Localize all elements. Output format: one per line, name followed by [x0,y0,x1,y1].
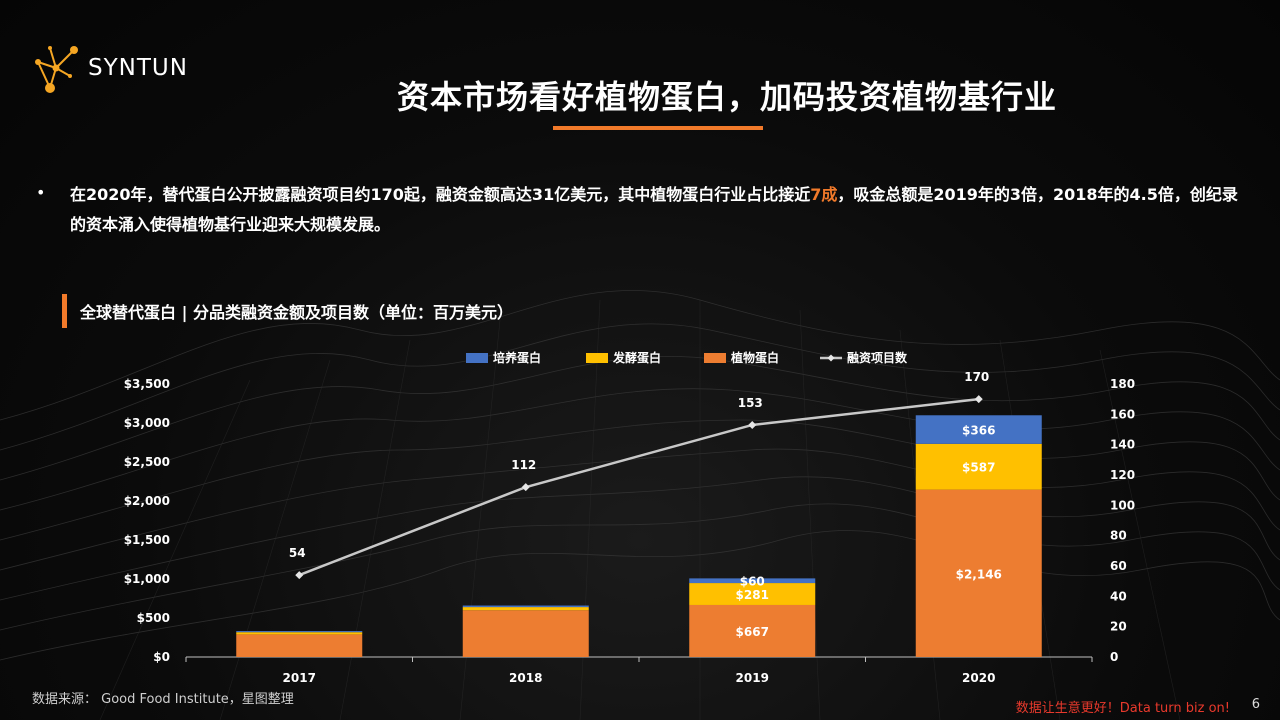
y-left-tick-label: $500 [137,611,170,625]
bar-data-label: $366 [962,424,995,438]
y-left-tick-label: $1,500 [124,533,170,547]
bar-segment [689,604,816,657]
line-data-label: 112 [511,458,536,472]
y-left-tick-label: $2,500 [124,455,170,469]
y-right-tick-label: 180 [1110,377,1135,391]
chart-subtitle: 全球替代蛋白 | 分品类融资金额及项目数（单位：百万美元） [80,303,513,322]
bar-segment [236,631,363,633]
bullet-text-after: ，吸金总额是2019年的3倍，2018年的4.5倍，创纪录的资本涌入使得植物基行… [70,185,1238,234]
bar-segment [689,583,816,605]
y-right-tick-label: 160 [1110,407,1135,421]
line-series [298,397,979,577]
bar-segment [915,443,1042,490]
x-tick-label: 2019 [736,671,769,685]
subtitle-accent-bar [62,294,67,328]
network-logo-icon [35,46,78,93]
legend-label: 融资项目数 [847,350,908,365]
y-left-tick-label: $2,000 [124,494,170,508]
slogan: 数据让生意更好！Data turn biz on! [1015,701,1230,716]
line-point [521,483,530,492]
x-tick-label: 2018 [509,671,542,685]
page-number: 6 [1251,697,1260,712]
summary-bullet: 在2020年，替代蛋白公开披露融资项目约170起，融资金额高达31亿美元，其中植… [70,180,1240,240]
y-right-tick-label: 140 [1110,438,1135,452]
y-right-tick-label: 40 [1110,589,1127,603]
data-source: 数据来源： Good Food Institute，星图整理 [32,692,294,707]
bar-segment [915,489,1042,657]
y-left-tick-label: $0 [153,650,170,664]
bar-segment [915,415,1042,444]
y-right-tick-label: 80 [1110,529,1127,543]
legend-label: 培养蛋白 [493,350,541,365]
x-tick-label: 2017 [283,671,316,685]
page-title: 资本市场看好植物蛋白，加码投资植物基行业 [396,78,1057,116]
y-right-tick-label: 0 [1110,650,1118,664]
bullet-text-before: 在2020年，替代蛋白公开披露融资项目约170起，融资金额高达31亿美元，其中植… [70,185,811,204]
bar-segment [236,634,363,657]
legend-swatch [466,353,488,363]
y-right-tick-label: 60 [1110,559,1127,573]
y-right-tick-label: 20 [1110,620,1127,634]
brand-logo: SYNTUN [28,40,188,96]
legend-swatch [586,353,608,363]
line-data-label: 153 [738,396,763,410]
line-data-label: 54 [289,546,306,560]
y-right-tick-label: 120 [1110,468,1135,482]
bar-data-label: $667 [736,625,769,639]
bullet-highlight: 7成 [810,185,838,204]
bullet-dot: • [36,183,46,202]
line-point [974,395,983,404]
y-left-tick-label: $3,500 [124,377,170,391]
bar-segment [236,632,363,635]
y-right-tick-label: 100 [1110,498,1135,512]
bar-segment [462,607,589,611]
bar-data-label: $2,146 [956,567,1002,581]
brand-name: SYNTUN [88,55,188,81]
y-left-tick-label: $1,000 [124,572,170,586]
x-tick-label: 2020 [962,671,995,685]
legend-label: 植物蛋白 [730,350,779,365]
line-point [748,420,757,429]
bar-data-label: $281 [736,588,769,602]
bar-data-label: $587 [962,461,995,475]
bar-segment [462,605,589,608]
legend-swatch [704,353,726,363]
legend-line-marker [827,354,835,362]
title-underline [553,126,763,130]
bar-data-label: $60 [740,575,765,589]
line-point [295,571,304,580]
legend-label: 发酵蛋白 [612,350,661,365]
y-left-tick-label: $3,000 [124,416,170,430]
line-data-label: 170 [964,370,989,384]
bar-segment [689,578,816,584]
bar-segment [462,610,589,657]
